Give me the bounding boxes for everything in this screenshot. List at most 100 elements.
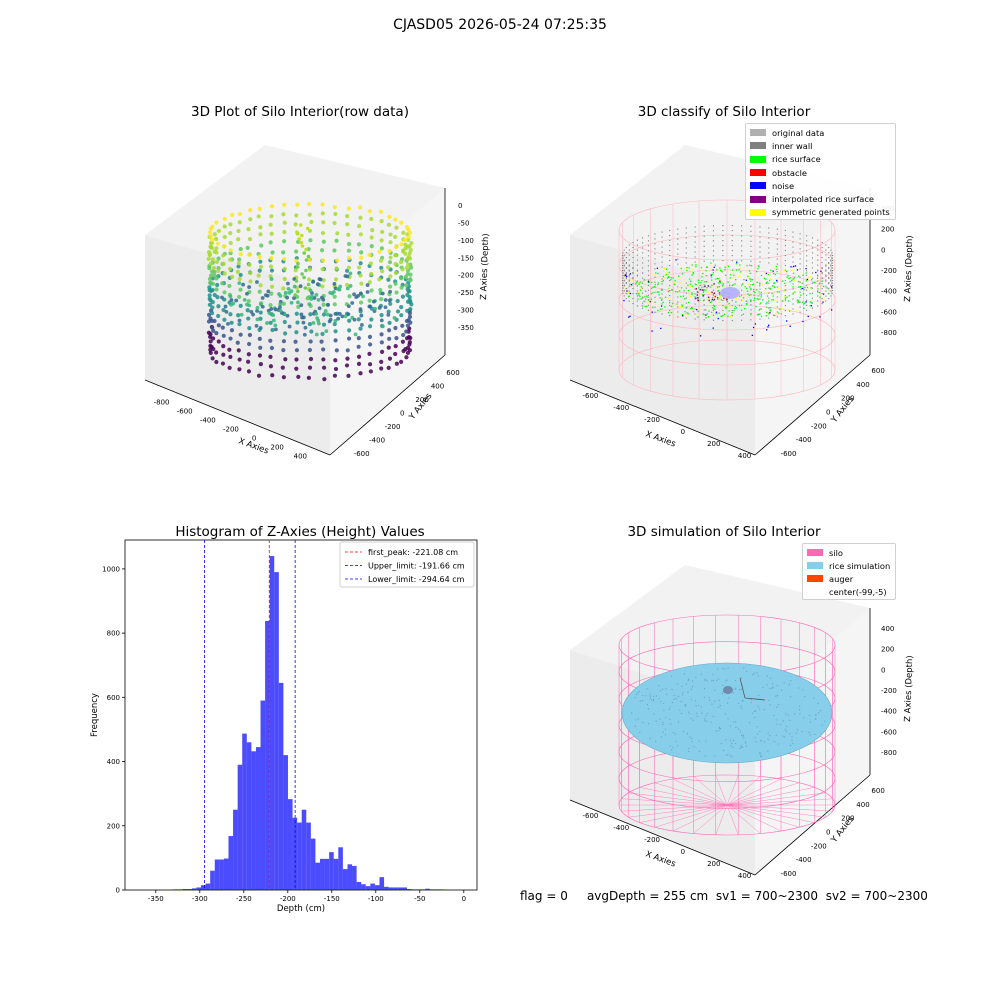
rice-simulation-point <box>745 745 748 747</box>
rice-simulation-point <box>711 703 713 705</box>
data-point <box>268 354 273 359</box>
interpolated-point <box>702 295 704 297</box>
data-point <box>258 316 263 321</box>
rice-surface-point <box>662 275 665 278</box>
rice-surface-point <box>705 317 707 319</box>
y-tick-label: -600 <box>354 450 370 458</box>
inner-wall-point <box>669 310 671 312</box>
rice-surface-point <box>728 302 730 305</box>
inner-wall-point <box>731 319 733 322</box>
inner-wall-point <box>685 282 687 284</box>
histogram-bar <box>365 886 371 890</box>
data-point <box>214 287 219 292</box>
interpolated-point <box>697 296 699 299</box>
data-point <box>337 311 342 316</box>
inner-wall-point <box>828 257 830 259</box>
data-point <box>227 266 233 271</box>
inner-wall-point <box>622 272 624 274</box>
data-point <box>269 204 275 209</box>
y-tick-label: -200 <box>811 422 827 430</box>
inner-wall-point <box>806 294 808 296</box>
rice-simulation-point <box>784 736 786 738</box>
inner-wall-point <box>703 260 705 262</box>
data-point <box>358 205 363 210</box>
inner-wall-point <box>821 278 823 280</box>
inner-wall-point <box>792 261 794 263</box>
rice-surface-point <box>644 296 646 298</box>
rice-simulation-point <box>659 690 661 692</box>
rice-surface-point <box>826 287 828 289</box>
rice-simulation-point <box>670 749 673 751</box>
data-point <box>247 303 252 308</box>
rice-surface-point <box>755 289 758 291</box>
x-tick-label: 400 <box>738 872 751 880</box>
rice-simulation-point <box>670 723 672 725</box>
inner-wall-point <box>661 293 663 295</box>
rice-surface-point <box>691 264 693 266</box>
data-point <box>208 339 213 344</box>
rice-surface-point <box>805 280 808 282</box>
data-point <box>281 250 286 255</box>
inner-wall-point <box>623 290 625 292</box>
histogram-bar <box>191 888 197 890</box>
noise-point <box>819 316 821 318</box>
inner-wall-point <box>669 300 671 302</box>
rice-surface-point <box>729 305 731 307</box>
rice-surface-point <box>735 301 737 303</box>
data-point <box>356 265 362 270</box>
inner-wall-point <box>642 247 644 249</box>
rice-simulation-point <box>730 745 732 747</box>
inner-wall-point <box>750 240 752 242</box>
rice-simulation-point <box>696 715 698 717</box>
data-point <box>320 202 325 207</box>
data-point <box>309 219 314 225</box>
rice-surface-point <box>686 266 688 269</box>
x-tick-label: -400 <box>200 417 216 425</box>
inner-wall-point <box>694 308 696 310</box>
rice-surface-point <box>692 268 694 270</box>
inner-wall-point <box>685 287 687 289</box>
z-tick-label: -200 <box>458 272 474 280</box>
inner-wall-point <box>685 242 687 244</box>
inner-wall-point <box>768 317 770 319</box>
rice-surface-point <box>748 270 751 272</box>
rice-surface-point <box>786 296 788 298</box>
data-point <box>236 261 241 266</box>
inner-wall-point <box>776 258 778 260</box>
rice-surface-point <box>801 301 804 304</box>
rice-surface-point <box>697 298 699 300</box>
rice-surface-point <box>642 296 644 299</box>
data-point <box>210 287 215 293</box>
data-point <box>314 293 319 297</box>
legend-swatch <box>750 129 766 137</box>
inner-wall-point <box>811 287 814 289</box>
data-point <box>407 289 412 294</box>
data-point <box>308 356 314 362</box>
rice-simulation-point <box>677 721 680 723</box>
data-point <box>293 339 298 344</box>
rice-simulation-point <box>665 717 667 719</box>
rice-surface-point <box>796 299 798 302</box>
noise-point <box>769 312 771 314</box>
rice-surface-point <box>765 303 767 305</box>
data-point <box>208 244 213 249</box>
rice-surface-point <box>762 283 764 285</box>
data-point <box>335 258 340 263</box>
data-point <box>300 272 304 276</box>
noise-point <box>805 267 807 270</box>
noise-point <box>626 290 628 292</box>
rice-surface-point <box>628 295 630 298</box>
data-point <box>299 240 303 245</box>
inner-wall-point <box>677 258 679 260</box>
data-point <box>409 240 414 246</box>
rice-simulation-point <box>634 725 636 727</box>
data-point <box>292 296 296 301</box>
rice-surface-point <box>789 277 791 279</box>
data-point <box>350 301 355 305</box>
rice-surface-point <box>747 275 749 277</box>
rice-surface-point <box>657 283 659 286</box>
inner-wall-point <box>792 293 794 295</box>
inner-wall-point <box>677 306 679 308</box>
rice-surface-point <box>783 269 786 271</box>
rice-surface-point <box>788 309 790 311</box>
